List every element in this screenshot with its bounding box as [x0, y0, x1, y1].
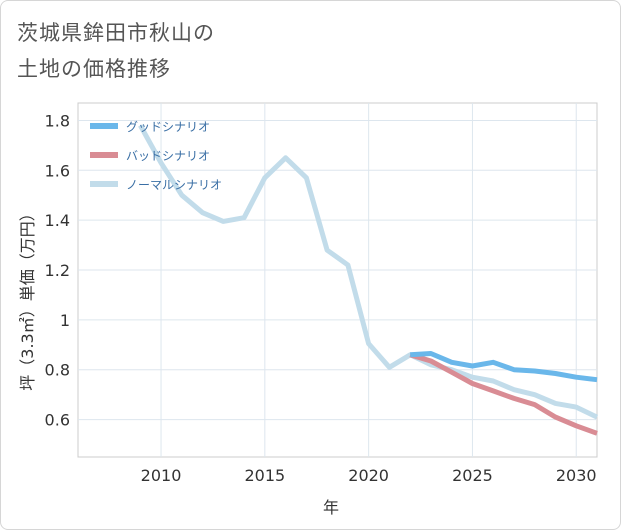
x-axis-label: 年	[323, 498, 339, 517]
legend-label: ノーマルシナリオ	[126, 178, 222, 192]
legend-label: バッドシナリオ	[126, 149, 210, 163]
y-tick-label: 1	[60, 311, 70, 330]
title-line-1: 茨城県鉾田市秋山の	[17, 21, 215, 45]
y-axis-ticks: 0.6 0.8 1 1.2 1.4 1.6 1.8	[45, 111, 70, 429]
x-tick-label: 2030	[556, 466, 597, 485]
series-line-normal	[138, 124, 599, 420]
x-tick-label: 2015	[244, 466, 285, 485]
x-tick-label: 2020	[348, 466, 389, 485]
legend-label: グッドシナリオ	[126, 120, 210, 134]
y-tick-label: 1.2	[45, 261, 70, 280]
title-line-2: 土地の価格推移	[17, 57, 171, 81]
series-line-bad	[409, 352, 598, 436]
y-tick-label: 0.8	[45, 361, 70, 380]
y-tick-label: 1.8	[45, 111, 70, 130]
chart-title: 茨城県鉾田市秋山の 土地の価格推移	[17, 15, 215, 87]
series-lines	[138, 124, 599, 436]
series-line-good	[410, 351, 598, 383]
x-tick-label: 2025	[452, 466, 493, 485]
y-axis-label: 坪（3.3㎡）単価（万円）	[18, 205, 37, 390]
y-tick-label: 1.6	[45, 161, 70, 180]
y-tick-label: 1.4	[45, 211, 70, 230]
y-tick-label: 0.6	[45, 411, 70, 430]
x-axis-ticks: 2010 2015 2020 2025 2030	[141, 466, 597, 485]
x-tick-label: 2010	[141, 466, 182, 485]
